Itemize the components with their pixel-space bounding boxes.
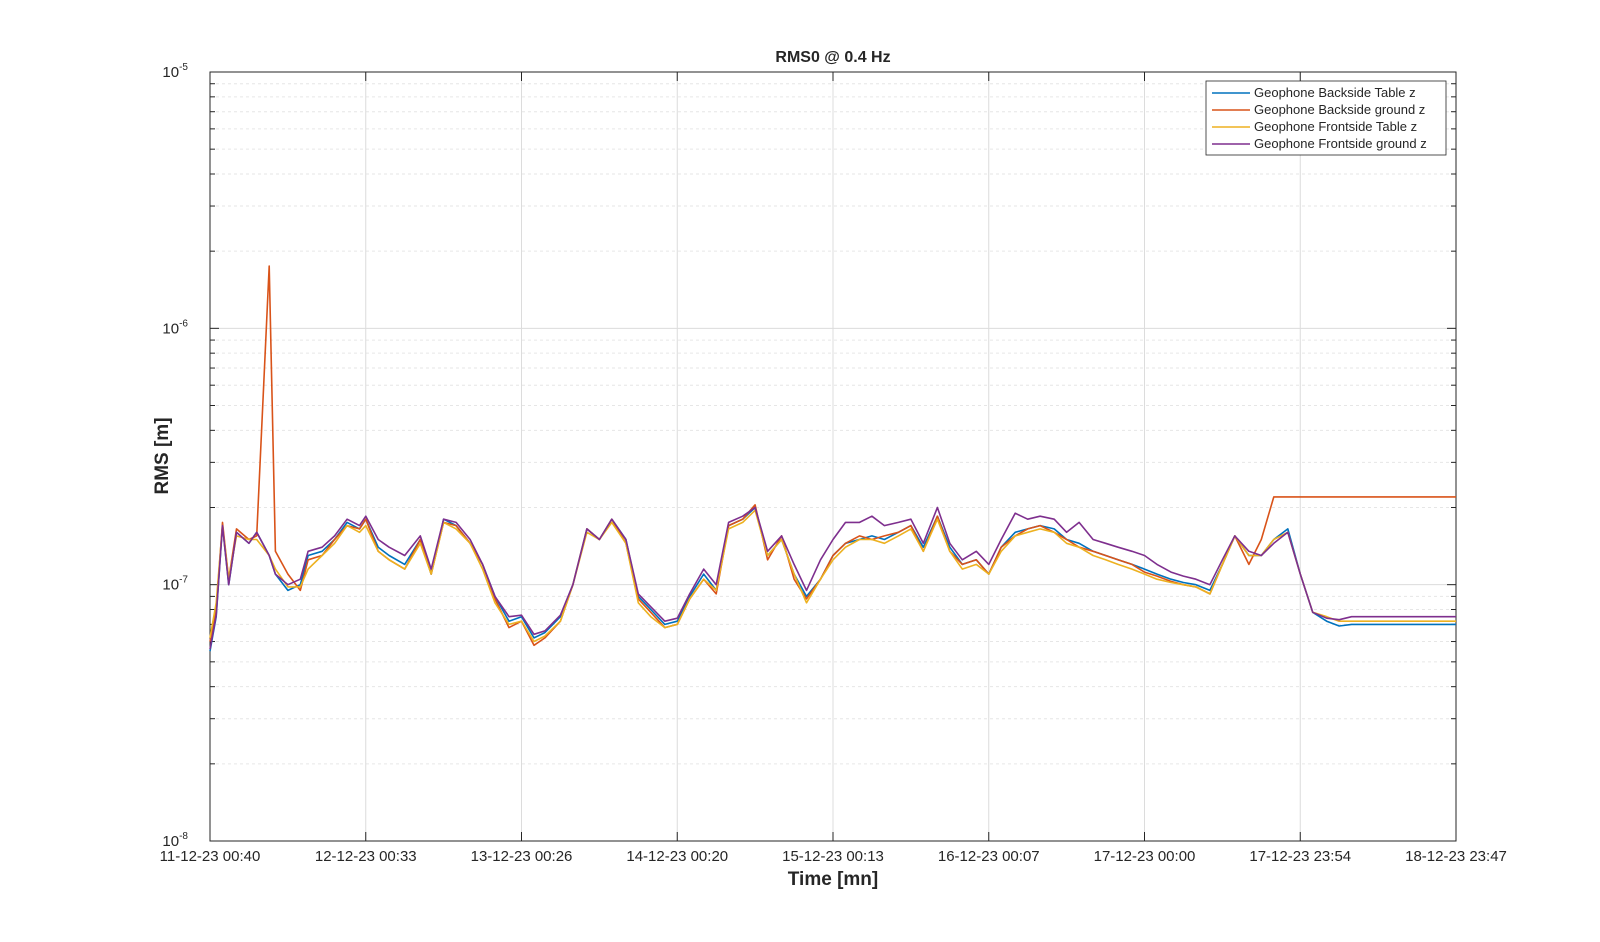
x-tick-label: 14-12-23 00:20 (626, 848, 728, 865)
y-axis-ticks: 10-810-710-610-5 (162, 62, 1456, 850)
y-tick-exponent: -5 (179, 62, 188, 73)
x-tick-label: 13-12-23 00:26 (471, 848, 573, 865)
y-axis-title: RMS [m] (152, 417, 173, 494)
chart-title: RMS0 @ 0.4 Hz (775, 49, 890, 66)
legend-label: Geophone Backside ground z (1254, 102, 1425, 117)
x-axis-title: Time [mn] (788, 869, 878, 890)
y-tick-label: 10-6 (162, 318, 188, 337)
x-tick-label: 12-12-23 00:33 (315, 848, 417, 865)
x-tick-label: 15-12-23 00:13 (782, 848, 884, 865)
grid (209, 71, 1457, 842)
x-tick-label: 16-12-23 00:07 (938, 848, 1040, 865)
y-tick-exponent: -7 (179, 575, 188, 586)
y-tick-label: 10-5 (162, 62, 188, 81)
y-tick-exponent: -8 (179, 831, 188, 842)
legend-label: Geophone Frontside ground z (1254, 136, 1427, 151)
x-tick-label: 17-12-23 23:54 (1249, 848, 1351, 865)
legend-label: Geophone Frontside Table z (1254, 119, 1417, 134)
legend-label: Geophone Backside Table z (1254, 85, 1416, 100)
series-lines (209, 265, 1456, 652)
series-line-4 (209, 506, 1456, 650)
y-tick-exponent: -6 (179, 318, 188, 329)
series-line-2 (209, 265, 1456, 647)
x-tick-label: 18-12-23 23:47 (1405, 848, 1507, 865)
x-tick-label: 17-12-23 00:00 (1094, 848, 1196, 865)
legend: Geophone Backside Table z Geophone Backsi… (1205, 80, 1447, 156)
x-tick-label: 11-12-23 00:40 (160, 848, 261, 865)
y-tick-label: 10-7 (162, 575, 188, 594)
x-axis-ticks: 11-12-23 00:40 12-12-23 00:33 13-12-23 00:… (160, 72, 1507, 865)
series-line-3 (209, 509, 1456, 643)
